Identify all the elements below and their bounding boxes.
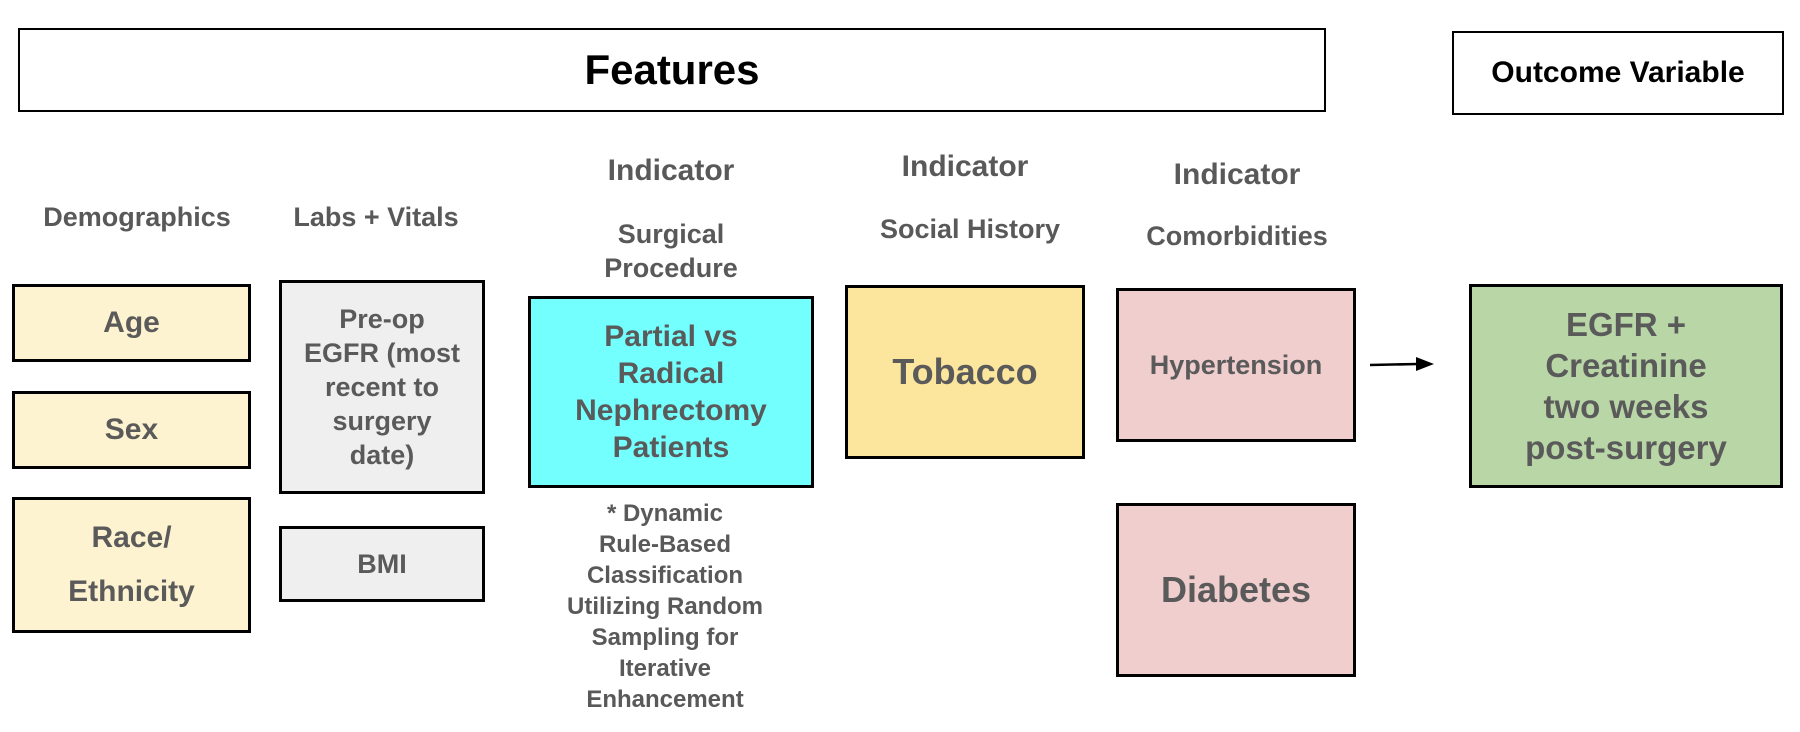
- diabetes-box: Diabetes: [1116, 503, 1356, 677]
- social-history-title: Social History: [879, 214, 1061, 244]
- surgical-procedure-title: Surgical Procedure: [604, 219, 738, 283]
- surgical-indicator-label: Indicator: [607, 154, 735, 187]
- outcome-egfr-creatinine-box: EGFR + Creatinine two weeks post-surgery: [1469, 284, 1783, 488]
- arrow-icon: [1369, 357, 1434, 371]
- tobacco-box: Tobacco: [845, 285, 1085, 459]
- dynamic-classification-note: * Dynamic Rule-Based Classification Util…: [567, 500, 763, 713]
- race-ethnicity-box: Race/ Ethnicity: [12, 497, 251, 633]
- social-indicator-label: Indicator: [901, 150, 1029, 183]
- comorbidities-indicator-label: Indicator: [1173, 158, 1301, 191]
- pre-op-egfr-box: Pre-op EGFR (most recent to surgery date…: [279, 280, 485, 494]
- sex-box: Sex: [12, 391, 251, 469]
- age-box: Age: [12, 284, 251, 362]
- bmi-box: BMI: [279, 526, 485, 602]
- demographics-title: Demographics: [43, 202, 231, 232]
- outcome-variable-header: Outcome Variable: [1452, 31, 1784, 115]
- features-header: Features: [18, 28, 1326, 112]
- hypertension-box: Hypertension: [1116, 288, 1356, 442]
- labs-vitals-title: Labs + Vitals: [293, 202, 459, 232]
- partial-vs-radical-nephrectomy-box: Partial vs Radical Nephrectomy Patients: [528, 296, 814, 488]
- comorbidities-title: Comorbidities: [1146, 221, 1328, 251]
